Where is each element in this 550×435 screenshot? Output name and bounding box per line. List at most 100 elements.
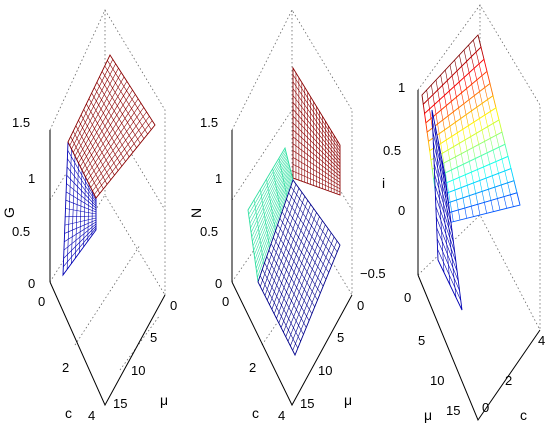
i-surface-gridline (447, 115, 451, 127)
i-surface-gridline (471, 172, 474, 183)
n-mid-surface-gridline-v (252, 163, 290, 247)
grid-floor-3 (119, 314, 161, 371)
grid-z05b (104, 109, 166, 211)
x-tick-4: 4 (88, 408, 95, 423)
x-tick-0: 0 (222, 294, 229, 309)
i-surface-gridline (437, 123, 440, 134)
n-low-surface-gridline-v (292, 240, 338, 351)
g-low-surface-gridline-v (64, 219, 97, 234)
x-tick-4: 4 (538, 333, 545, 348)
surface-mesh-n (247, 66, 341, 357)
g-low-surface-gridline-v (65, 215, 97, 218)
g-low-surface-gridline-v (66, 175, 97, 207)
i-surface-gridline (435, 79, 439, 91)
i-surface-gridline (440, 109, 444, 121)
i-surface-gridline (457, 209, 461, 221)
i-surface-gridline (464, 208, 467, 219)
n-high-surface-gridline-v (292, 122, 341, 171)
y-tick-10: 10 (318, 363, 332, 378)
i-surface-gridline (458, 107, 462, 119)
z-axis-label: G (1, 207, 17, 218)
g-low-surface-gridline-v (67, 158, 97, 203)
i-surface-gridline (427, 99, 430, 110)
n-low-surface-gridline-v (280, 220, 323, 328)
g-low-surface-gridline-v (65, 199, 97, 213)
i-surface-gridline (501, 158, 506, 172)
n-high-surface-gridline-v (292, 136, 341, 177)
panel-g: 1.5 1 0.5 0 G 0 2 4 c 0 5 10 15 μ (1, 9, 177, 423)
i-surface-gridline (448, 192, 451, 203)
i-surface-gridline (445, 69, 448, 81)
i-surface-gridline (437, 89, 440, 101)
i-surface-gridline (473, 95, 478, 108)
y-tick-15: 15 (300, 396, 314, 411)
i-surface-gridline (491, 175, 496, 188)
i-low-surface-gridline-v (435, 195, 455, 253)
i-surface-gridline (484, 87, 488, 100)
i-surface-gridline (457, 167, 460, 178)
y-tick-0: 0 (357, 298, 364, 313)
g-high-surface-gridline-v (92, 116, 150, 192)
i-surface-gridline (500, 184, 505, 197)
n-high-surface-gridline-v (292, 102, 341, 161)
i-surface-gridline (490, 200, 494, 212)
g-low-surface-gridline-v (66, 183, 97, 209)
i-surface-gridline (445, 172, 448, 183)
i-surface-gridline (426, 89, 429, 100)
z-tick-1-5: 1.5 (12, 115, 30, 130)
i-surface-gridline (495, 161, 499, 174)
i-surface-gridline (444, 129, 447, 141)
i-surface-gridline (469, 195, 472, 207)
g-low-surface-gridline-v (65, 191, 97, 211)
x-tick-2: 2 (249, 360, 256, 375)
i-surface-gridline (479, 91, 483, 104)
i-surface-gridline (494, 187, 498, 199)
i-surface-gridline (477, 169, 481, 181)
n-low-surface-gridline-v (264, 192, 303, 296)
i-surface-gridline (463, 164, 466, 175)
x-tick-2: 2 (505, 373, 512, 388)
i-surface-gridline (451, 211, 454, 222)
n-high-surface-gridline-v (292, 163, 341, 190)
floor-axes (231, 281, 353, 407)
i-surface-gridline (476, 133, 480, 145)
n-mid-surface-gridline-v (252, 161, 289, 242)
g-low-surface-gridline-v (63, 227, 97, 267)
g-low-surface-gridline-v (67, 150, 97, 201)
i-surface-gridline (442, 153, 445, 164)
i-surface-gridline (465, 114, 469, 126)
i-surface-gridline (454, 59, 458, 72)
i-surface-gridline (466, 61, 470, 73)
i-surface-gridline (446, 182, 449, 193)
z-tick-0-5: 0.5 (200, 224, 218, 239)
i-low-surface-gridline-v (437, 249, 462, 301)
z-tick-0-5: 0.5 (383, 143, 401, 158)
n-mid-surface-gridline-v (250, 155, 288, 229)
n-high-surface-gridline-v (292, 88, 341, 155)
g-high-surface-gridline-v (71, 63, 116, 150)
g-high-surface-gridline-v (87, 102, 142, 181)
z-tick-1: 1 (28, 171, 35, 186)
n-low-surface-gridline-v (271, 204, 311, 310)
grid-back (49, 9, 166, 295)
z-tick-neg-0-5: −0.5 (360, 266, 386, 281)
x-tick-0: 0 (38, 294, 45, 309)
i-surface-gridline (477, 204, 481, 216)
i-surface-gridline (466, 150, 470, 162)
n-mid-surface-gridline-v (256, 175, 293, 274)
i-surface-gridline (457, 132, 460, 144)
i-surface-gridline (463, 77, 467, 89)
i-surface-gridline (449, 159, 452, 171)
n-low-surface-gridline-v (283, 224, 326, 333)
grid-floor (417, 214, 541, 331)
grid-floor (49, 194, 166, 296)
i-surface-gridline (434, 104, 437, 115)
i-low-surface-gridline-v (432, 131, 448, 195)
n-low-surface-gridline-v (285, 228, 329, 337)
i-surface-gridline (462, 197, 466, 209)
i-surface-gridline (481, 191, 485, 203)
n-mid-surface-gridline-v (250, 157, 288, 233)
y-axis-label: μ (424, 407, 432, 423)
i-surface-gridline (471, 206, 474, 217)
